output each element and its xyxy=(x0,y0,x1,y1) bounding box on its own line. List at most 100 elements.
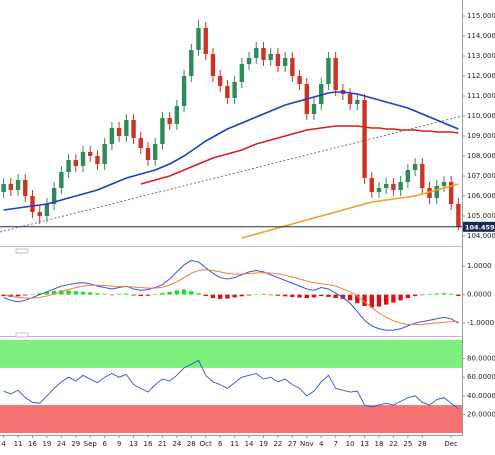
macd-bar xyxy=(427,294,432,295)
x-tick-label: 24 xyxy=(172,440,181,448)
macd-bar xyxy=(37,293,42,295)
macd-bar xyxy=(73,291,78,295)
y-tick-label: 0.0000 xyxy=(467,291,492,299)
macd-bar xyxy=(347,294,353,301)
candle-body xyxy=(376,188,382,192)
macd-bar xyxy=(246,294,252,296)
macd-bar xyxy=(174,290,180,295)
candle-body xyxy=(420,164,425,188)
candle-body xyxy=(15,180,21,190)
macd-bar xyxy=(384,294,389,305)
candle-body xyxy=(37,212,42,216)
candle-body xyxy=(138,138,143,148)
macd-bar xyxy=(434,293,439,295)
candle-body xyxy=(441,182,447,186)
candle-body xyxy=(412,164,418,170)
macd-bar xyxy=(376,294,382,307)
macd-bar xyxy=(160,292,165,295)
candle-body xyxy=(246,58,252,64)
candle-body xyxy=(59,172,64,188)
series-line xyxy=(241,183,459,239)
candle-body xyxy=(326,58,331,84)
candle-body xyxy=(290,58,295,76)
y-tick-label: 20.0000 xyxy=(467,410,495,418)
macd-bar xyxy=(15,294,21,297)
last-price-label: 104.4598 xyxy=(465,223,495,231)
macd-bar xyxy=(304,294,309,299)
y-tick-label: 111.0000 xyxy=(467,92,495,100)
macd-bar xyxy=(355,294,360,304)
candle-body xyxy=(333,58,338,90)
candle-body xyxy=(254,48,259,58)
macd-bar xyxy=(412,294,418,297)
candle-body xyxy=(203,28,208,54)
candle-body xyxy=(102,144,107,164)
macd-bar xyxy=(23,294,28,296)
macd-bar xyxy=(51,290,57,295)
y-tick-label: 40.0000 xyxy=(467,392,495,400)
x-tick-label: 4 xyxy=(1,440,6,448)
macd-bar xyxy=(203,294,208,297)
candle-body xyxy=(405,170,411,182)
candle-body xyxy=(319,84,324,104)
y-tick-label: 113.0000 xyxy=(467,52,495,60)
x-tick-label: 10 xyxy=(346,440,355,448)
macd-bar xyxy=(275,294,281,296)
macd-bar xyxy=(167,291,172,295)
macd-bar xyxy=(109,294,115,296)
series-line xyxy=(3,359,459,410)
candle-body xyxy=(282,58,288,66)
x-tick-label: 19 xyxy=(42,440,51,448)
macd-bar xyxy=(153,294,158,295)
candle-body xyxy=(88,152,93,156)
series-line xyxy=(3,91,459,211)
y-tick-label: 1.0000 xyxy=(467,262,492,270)
x-tick-label: 6 xyxy=(102,440,107,448)
candle-body xyxy=(268,54,273,60)
macd-bar xyxy=(448,293,454,295)
x-tick-label: 18 xyxy=(375,440,384,448)
macd-bar xyxy=(102,293,107,295)
x-tick-label: 27 xyxy=(288,440,297,448)
y-tick-label: 80.0000 xyxy=(467,355,495,363)
series-line xyxy=(3,269,459,325)
x-tick-label: 9 xyxy=(117,440,121,448)
x-tick-label: 11 xyxy=(230,440,239,448)
macd-bar xyxy=(333,294,338,299)
band xyxy=(0,405,462,433)
y-tick-label: 106.0000 xyxy=(467,192,495,200)
candle-body xyxy=(167,118,172,124)
macd-bar xyxy=(59,290,64,295)
candle-body xyxy=(131,120,136,138)
y-tick-label: 110.0000 xyxy=(467,112,495,120)
candle-body xyxy=(456,204,461,227)
macd-bar xyxy=(441,293,447,295)
candle-body xyxy=(51,188,57,204)
candle-body xyxy=(217,76,223,86)
candle-body xyxy=(275,54,281,66)
x-tick-label: 11 xyxy=(14,440,23,448)
macd-bar xyxy=(420,294,425,296)
x-tick-label: 22 xyxy=(389,440,398,448)
candle-body xyxy=(448,182,454,204)
y-tick-label: 114.0000 xyxy=(467,32,495,40)
candle-body xyxy=(196,28,201,50)
x-tick-label: 6 xyxy=(218,440,223,448)
candle-body xyxy=(181,76,187,106)
candle-body xyxy=(391,184,396,190)
macd-bar xyxy=(311,294,317,298)
candle-body xyxy=(174,106,180,124)
candle-body xyxy=(30,196,35,212)
candle-body xyxy=(124,120,129,136)
x-tick-label: 24 xyxy=(57,440,66,448)
x-tick-label: 16 xyxy=(144,440,153,448)
macd-bar xyxy=(398,294,403,301)
y-tick-label: 108.0000 xyxy=(467,152,495,160)
candle-body xyxy=(160,118,165,144)
candle-body xyxy=(153,144,158,160)
macd-bar xyxy=(88,292,93,295)
candle-body xyxy=(369,178,374,192)
candle-body xyxy=(297,76,302,84)
x-tick-label: 19 xyxy=(259,440,268,448)
